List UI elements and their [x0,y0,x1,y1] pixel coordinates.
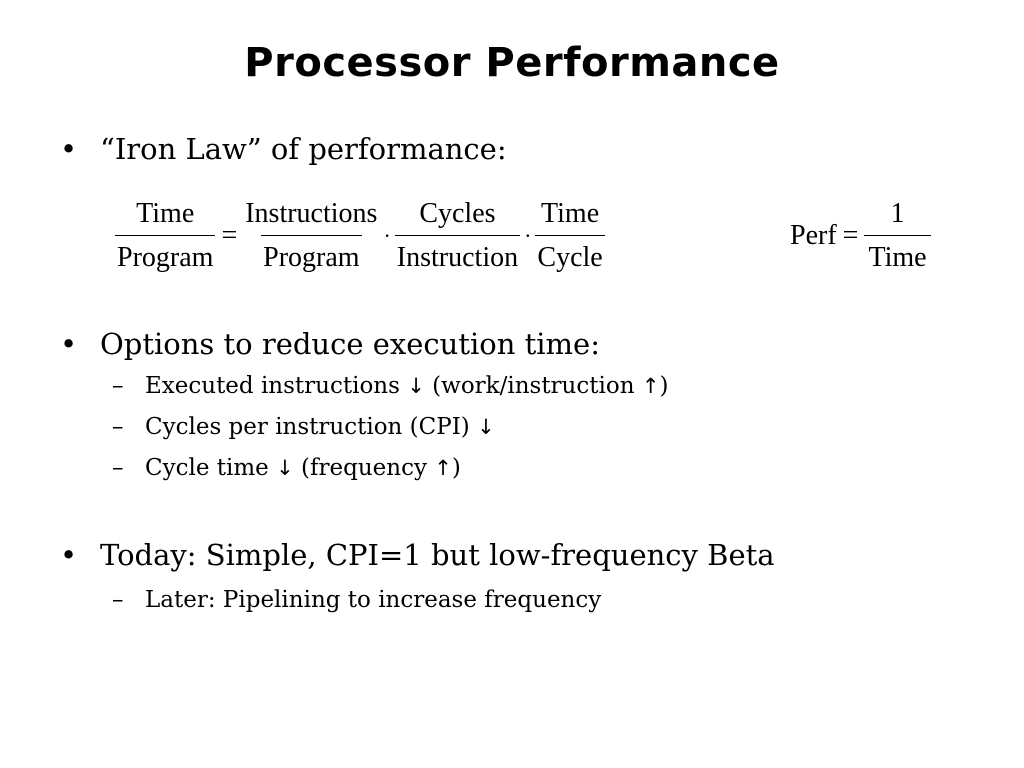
arrow-up-icon: ↑ [641,374,660,398]
bullet-text: Today: Simple, CPI=1 but low-frequency B… [100,538,775,572]
arrow-down-icon: ↓ [477,415,495,439]
arrow-down-icon: ↓ [276,456,294,480]
iron-law-equation: Time Program = Instructions Program · Cy… [115,198,605,274]
bullet-marker: • [60,538,78,572]
equals-sign: = [221,220,238,251]
subitem-later: – Later: Pipelining to increase frequency [112,587,601,613]
subitem-text: (frequency [301,455,427,481]
subitem-text: ) [659,373,669,399]
subitem-text: (work/instruction [432,373,635,399]
perf-equation: Perf = 1 Time [790,198,931,274]
denominator: Program [115,235,216,274]
fraction-time-per-program: Time Program [115,198,216,274]
arrow-up-icon: ↑ [434,456,452,480]
numerator: 1 [890,198,905,229]
subitem-text: Executed instructions [145,373,400,399]
multiply-dot: · [383,223,391,248]
dash-marker: – [112,455,124,481]
multiply-dot: · [524,223,532,248]
denominator: Time [864,235,931,274]
dash-marker: – [112,373,124,399]
bullet-options: • Options to reduce execution time: [60,327,600,361]
subitem-cycle-time: – Cycle time ↓ (frequency ↑) [112,455,461,481]
bullet-today: • Today: Simple, CPI=1 but low-frequency … [60,538,775,572]
fraction-instructions-per-program: Instructions Program [243,198,379,274]
dash-marker: – [112,414,124,440]
bullet-text: “Iron Law” of performance: [100,132,507,166]
subitem-executed-instructions: – Executed instructions ↓ (work/instructi… [112,373,668,399]
numerator: Cycles [419,198,496,229]
slide-title: Processor Performance [244,40,780,86]
bullet-text: Options to reduce execution time: [100,327,600,361]
equals-sign: = [842,220,859,251]
bullet-marker: • [60,132,78,166]
subitem-text: Cycles per instruction (CPI) [145,414,470,440]
dash-marker: – [112,587,124,613]
subitem-text: ) [451,455,461,481]
subitem-text: Cycle time [145,455,269,481]
subitem-cpi: – Cycles per instruction (CPI) ↓ [112,414,495,440]
numerator: Instructions [245,198,378,229]
bullet-marker: • [60,327,78,361]
fraction-cycles-per-instruction: Cycles Instruction [394,198,521,274]
bullet-iron-law: • “Iron Law” of performance: [60,132,507,166]
fraction-one-over-time: 1 Time [864,198,931,274]
denominator: Cycle [535,235,605,274]
fraction-time-per-cycle: Time Cycle [535,198,605,274]
denominator: Instruction [394,235,521,274]
subitem-text: Later: Pipelining to increase frequency [145,587,602,613]
numerator: Time [541,198,600,229]
denominator: Program [261,235,362,274]
arrow-down-icon: ↓ [407,374,425,398]
numerator: Time [136,198,195,229]
perf-label: Perf [790,220,837,251]
